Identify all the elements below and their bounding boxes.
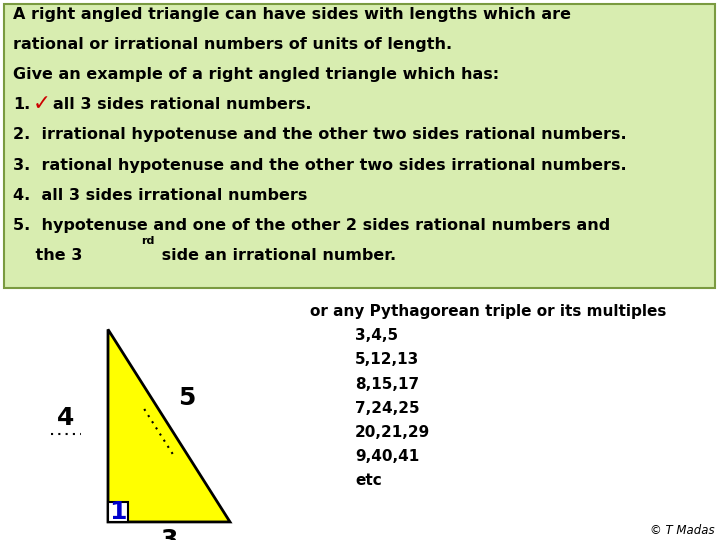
Text: A right angled triangle can have sides with lengths which are: A right angled triangle can have sides w… bbox=[13, 8, 571, 22]
Text: rational or irrational numbers of units of length.: rational or irrational numbers of units … bbox=[13, 37, 452, 52]
Text: © T Madas: © T Madas bbox=[650, 524, 715, 537]
Text: Give an example of a right angled triangle which has:: Give an example of a right angled triang… bbox=[13, 68, 499, 83]
Text: 5.  hypotenuse and one of the other 2 sides rational numbers and: 5. hypotenuse and one of the other 2 sid… bbox=[13, 218, 611, 233]
Text: 5,12,13: 5,12,13 bbox=[355, 353, 419, 367]
Text: 1: 1 bbox=[109, 500, 127, 524]
Text: side an irrational number.: side an irrational number. bbox=[156, 248, 396, 262]
Text: 3,4,5: 3,4,5 bbox=[355, 328, 398, 343]
Text: 4: 4 bbox=[58, 406, 75, 430]
Text: 3.  rational hypotenuse and the other two sides irrational numbers.: 3. rational hypotenuse and the other two… bbox=[13, 158, 626, 172]
Text: 9,40,41: 9,40,41 bbox=[355, 449, 419, 464]
Text: all 3 sides rational numbers.: all 3 sides rational numbers. bbox=[53, 97, 312, 112]
Text: 3: 3 bbox=[161, 528, 178, 540]
Text: 5: 5 bbox=[179, 386, 196, 410]
Text: 4.  all 3 sides irrational numbers: 4. all 3 sides irrational numbers bbox=[13, 187, 307, 202]
Text: 7,24,25: 7,24,25 bbox=[355, 401, 420, 416]
Text: the 3: the 3 bbox=[13, 248, 82, 262]
Text: 1.: 1. bbox=[13, 97, 30, 112]
Text: rd: rd bbox=[141, 236, 155, 246]
Text: 2.  irrational hypotenuse and the other two sides rational numbers.: 2. irrational hypotenuse and the other t… bbox=[13, 127, 626, 143]
Text: etc: etc bbox=[355, 473, 382, 488]
Text: or any Pythagorean triple or its multiples: or any Pythagorean triple or its multipl… bbox=[310, 305, 667, 319]
Bar bbox=[108, 502, 128, 522]
Text: ✓: ✓ bbox=[33, 94, 51, 114]
FancyBboxPatch shape bbox=[4, 4, 715, 288]
Polygon shape bbox=[108, 329, 230, 522]
Text: 20,21,29: 20,21,29 bbox=[355, 424, 431, 440]
Text: 8,15,17: 8,15,17 bbox=[355, 376, 419, 392]
